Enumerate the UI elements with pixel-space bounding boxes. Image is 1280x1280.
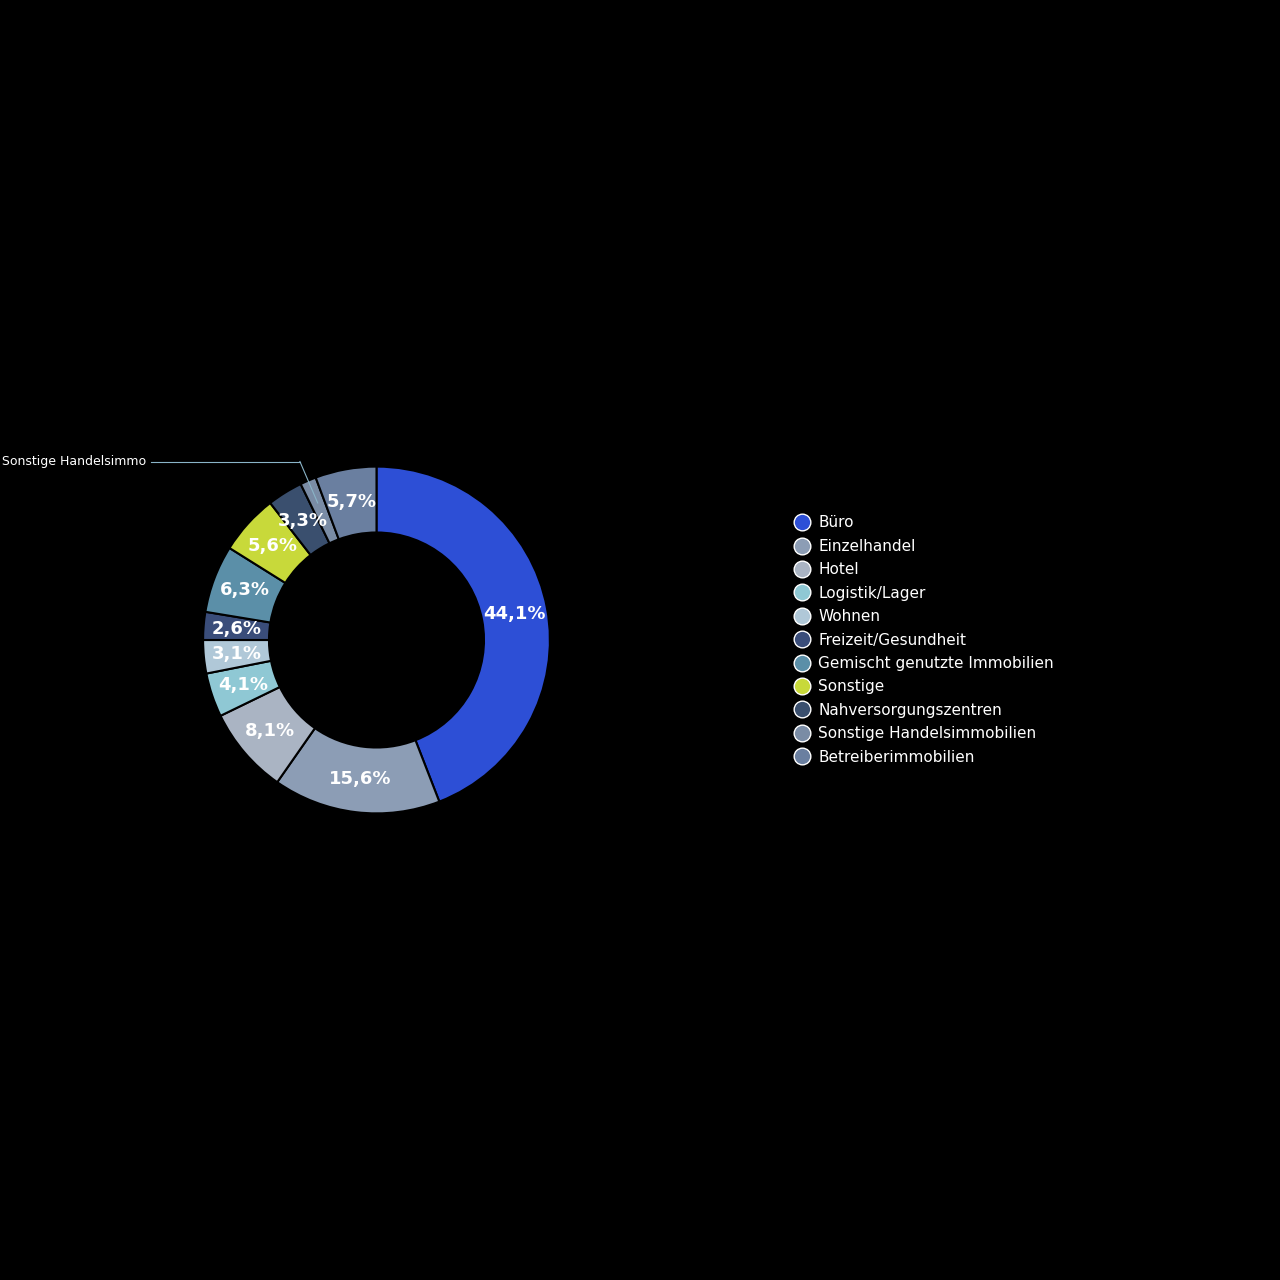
Wedge shape [278,728,439,813]
Wedge shape [204,612,270,640]
Text: 44,1%: 44,1% [484,605,545,623]
Wedge shape [316,467,376,539]
Text: 15,6%: 15,6% [329,771,390,788]
Text: 5,6%: 5,6% [247,536,297,554]
Wedge shape [301,477,339,543]
Wedge shape [376,467,550,801]
Wedge shape [220,687,315,782]
Legend: Büro, Einzelhandel, Hotel, Logistik/Lager, Wohnen, Freizeit/Gesundheit, Gemischt: Büro, Einzelhandel, Hotel, Logistik/Lage… [791,508,1061,772]
Wedge shape [229,503,311,582]
Wedge shape [270,484,329,556]
Text: 3,3%: 3,3% [278,512,328,530]
Wedge shape [204,640,271,673]
Text: 5,7%: 5,7% [326,493,376,511]
Text: 4,1%: 4,1% [219,676,269,694]
Text: 1,5% Sonstige Handelsimmo: 1,5% Sonstige Handelsimmo [0,454,146,468]
Wedge shape [206,660,280,716]
Text: 8,1%: 8,1% [244,722,294,740]
Text: 3,1%: 3,1% [211,645,261,663]
Wedge shape [205,548,285,622]
Text: 2,6%: 2,6% [211,620,261,637]
Text: 6,3%: 6,3% [220,581,270,599]
